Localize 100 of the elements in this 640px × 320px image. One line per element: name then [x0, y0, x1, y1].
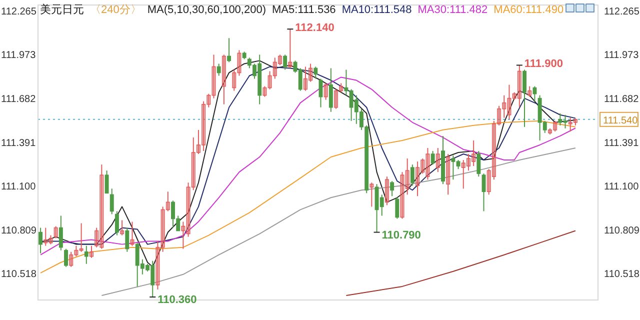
candlestick	[334, 88, 338, 110]
candlestick	[410, 164, 414, 186]
annotation: 110.360	[149, 294, 197, 306]
text: MA10:111.548	[342, 4, 412, 16]
y-tick-label: 111.391	[1, 138, 36, 149]
annotation: 110.790	[382, 229, 421, 242]
candlestick	[156, 240, 160, 290]
y-tick-label: 110.809	[1, 225, 37, 236]
chart-subtitle: 〈240分〉	[90, 4, 142, 16]
candlestick	[314, 66, 318, 80]
candlestick	[227, 38, 232, 63]
candlestick	[522, 69, 526, 128]
candlestick	[186, 182, 190, 238]
candlestick	[268, 70, 272, 90]
candlestick	[548, 128, 552, 135]
candlestick	[120, 220, 124, 236]
candlestick	[283, 54, 288, 70]
annotation: 112.140	[295, 22, 334, 34]
candlestick	[54, 226, 58, 239]
candlestick	[472, 140, 476, 167]
candlestick	[517, 64, 522, 108]
candlestick	[324, 82, 328, 100]
candlestick	[430, 150, 435, 166]
candlestick	[191, 136, 196, 191]
candlestick	[395, 197, 400, 220]
annotation: 110.790	[373, 229, 421, 242]
candlestick	[416, 161, 420, 197]
candlestick	[420, 158, 425, 174]
candlestick	[568, 117, 572, 132]
y-tick-label: 111.973	[1, 50, 36, 62]
candlestick	[436, 147, 440, 173]
candlestick	[446, 154, 450, 196]
y-tick-label: 112.265	[1, 6, 37, 18]
annotation: MA(5,10,30,60,100,200)	[147, 4, 266, 16]
candlestick	[202, 100, 206, 152]
y2-tick-label: 111.973	[604, 50, 640, 62]
annotation: 111.900	[524, 58, 563, 70]
candlestick	[278, 54, 282, 66]
candlestick	[237, 50, 242, 76]
candlestick	[232, 69, 236, 92]
y-tick-label: 110.518	[1, 269, 37, 280]
candlestick	[370, 182, 374, 208]
candlestick	[390, 180, 394, 197]
candlestick	[196, 129, 200, 155]
candlestick	[339, 82, 344, 93]
candlestick	[69, 251, 74, 268]
candlestick	[64, 248, 68, 268]
candlestick	[94, 227, 99, 248]
y2-tick-label: 111.391	[604, 138, 640, 149]
candlestick	[160, 206, 165, 252]
candlestick	[222, 54, 226, 105]
candlestick	[262, 86, 267, 98]
candlestick	[502, 94, 506, 118]
candlestick	[110, 188, 114, 215]
candlestick	[303, 66, 308, 92]
y2-tick-label: 111.100	[604, 182, 640, 193]
candlestick	[328, 68, 333, 112]
candlestick	[100, 164, 104, 250]
candlestick	[288, 28, 292, 69]
text: MA30:111.482	[418, 4, 488, 16]
candlestick	[90, 245, 94, 258]
candlestick	[38, 227, 43, 254]
chart-title: 美元日元	[40, 3, 84, 16]
candlestick	[114, 210, 119, 236]
y-tick-label: 111.100	[1, 182, 36, 193]
y2-tick-label: 111.682	[604, 94, 640, 106]
candlestick	[532, 86, 537, 102]
candlestick	[497, 105, 502, 126]
candlestick	[206, 93, 211, 108]
candlestick	[461, 160, 466, 190]
candlestick	[125, 227, 130, 252]
candlestick	[573, 118, 578, 126]
text: MA5:111.536	[272, 4, 336, 16]
candlestick	[528, 86, 532, 98]
candlestick	[384, 176, 389, 206]
candlestick	[507, 84, 512, 120]
y2-tick-label: 112.265	[604, 6, 640, 18]
candlestick	[84, 245, 88, 264]
candlestick	[512, 92, 516, 100]
candlestick	[492, 120, 496, 180]
annotation: 110.360	[158, 294, 197, 306]
candlestick	[308, 63, 313, 82]
candlestick	[405, 158, 410, 196]
candlestick	[166, 191, 170, 212]
ref-line-label: 111.540	[603, 115, 638, 126]
text: MA60:111.490	[494, 4, 564, 16]
candlestick	[44, 227, 48, 246]
annotation: 112.140	[286, 22, 334, 34]
y2-tick-label: 110.518	[604, 269, 640, 280]
candlestick	[181, 221, 186, 250]
candlestick	[58, 215, 63, 251]
candlestick	[79, 222, 84, 252]
annotation: 111.900	[516, 58, 563, 70]
candlestick	[486, 168, 491, 196]
candlestick	[426, 147, 430, 180]
y-tick-label: 111.682	[1, 94, 36, 106]
candlestick	[104, 170, 109, 194]
candlestick	[466, 154, 470, 172]
candlestick	[74, 245, 78, 257]
y2-tick-label: 110.809	[604, 225, 640, 236]
